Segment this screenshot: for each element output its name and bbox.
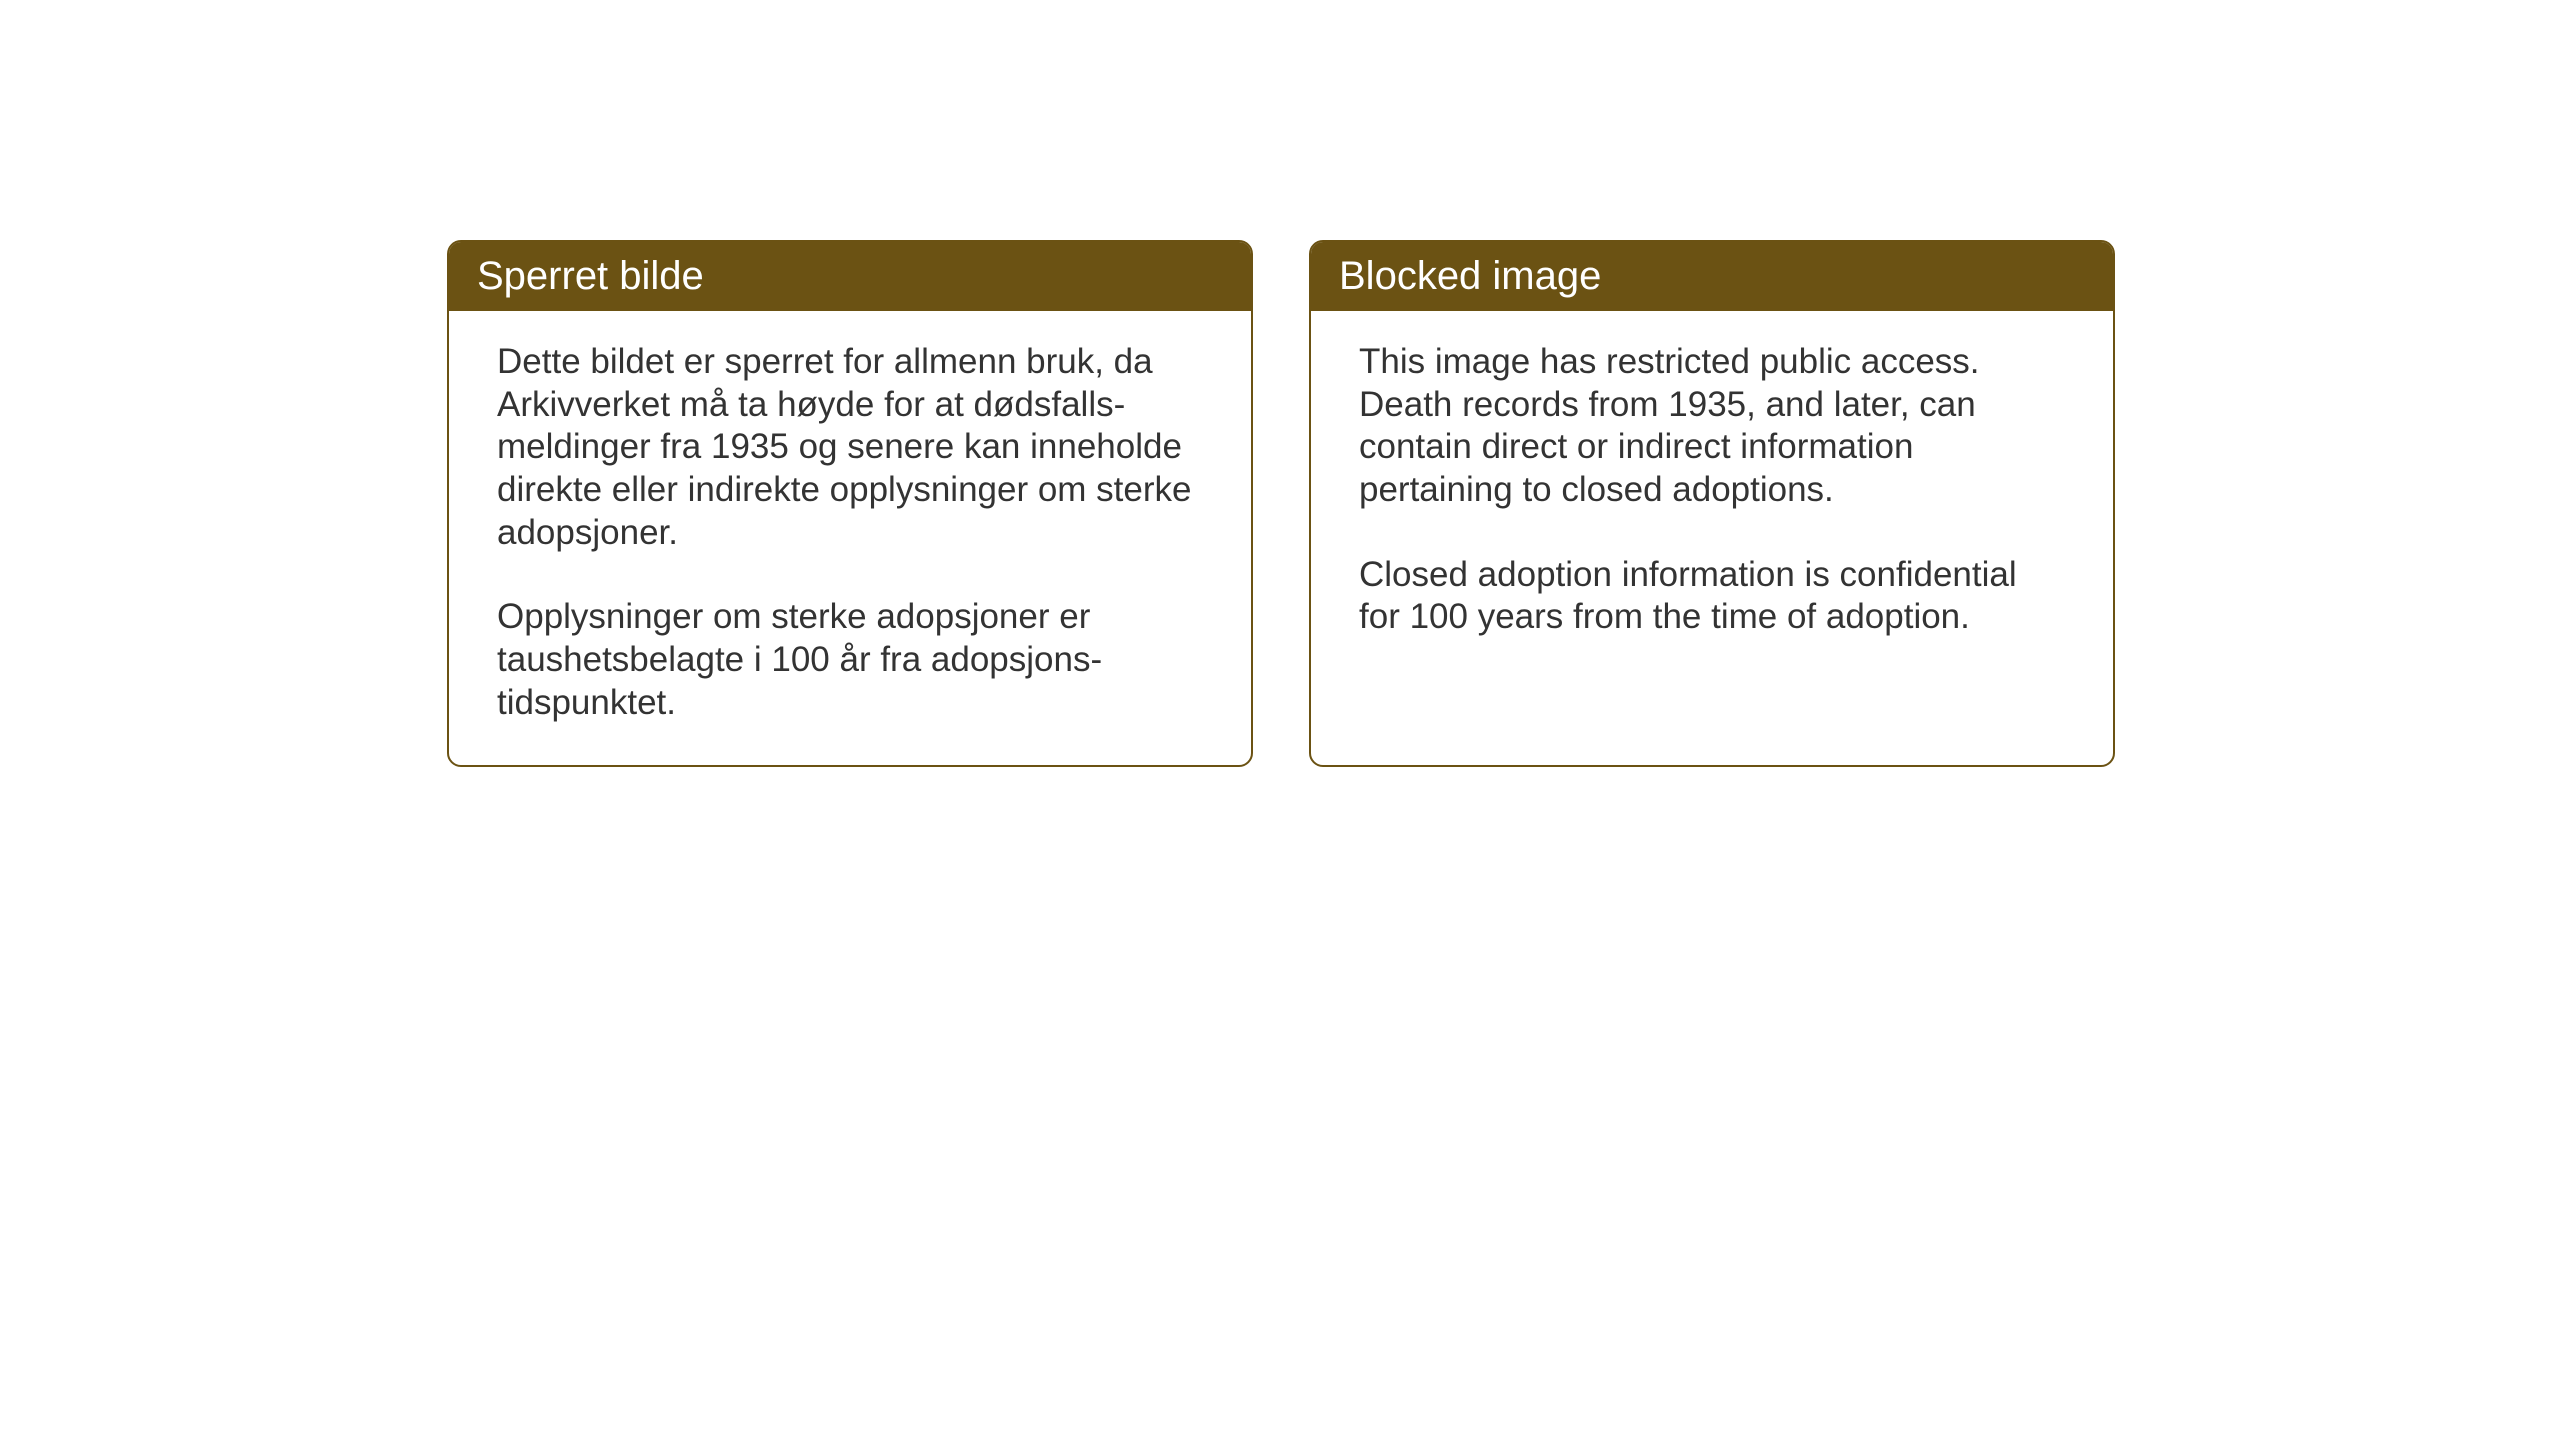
card-header-norwegian: Sperret bilde (449, 242, 1251, 311)
card-paragraph-norwegian-1: Dette bildet er sperret for allmenn bruk… (497, 341, 1203, 554)
card-body-norwegian: Dette bildet er sperret for allmenn bruk… (449, 311, 1251, 765)
notice-container: Sperret bilde Dette bildet er sperret fo… (447, 240, 2115, 767)
card-header-english: Blocked image (1311, 242, 2113, 311)
notice-card-norwegian: Sperret bilde Dette bildet er sperret fo… (447, 240, 1253, 767)
notice-card-english: Blocked image This image has restricted … (1309, 240, 2115, 767)
card-paragraph-norwegian-2: Opplysninger om sterke adopsjoner er tau… (497, 596, 1203, 724)
card-body-english: This image has restricted public access.… (1311, 311, 2113, 679)
card-paragraph-english-1: This image has restricted public access.… (1359, 341, 2065, 512)
card-title-norwegian: Sperret bilde (477, 254, 704, 298)
card-title-english: Blocked image (1339, 254, 1601, 298)
card-paragraph-english-2: Closed adoption information is confident… (1359, 554, 2065, 639)
